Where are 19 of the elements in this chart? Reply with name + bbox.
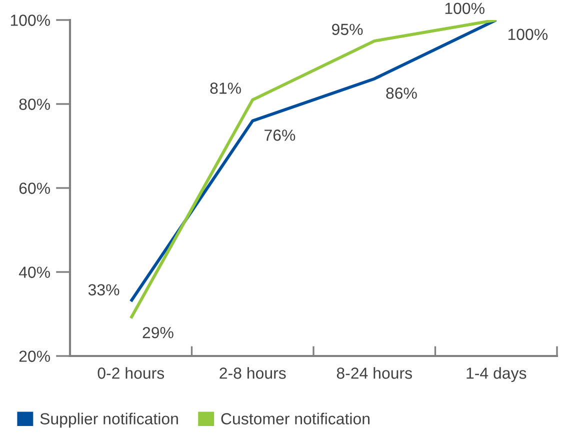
x-tick-label: 2-8 hours (220, 367, 286, 379)
legend-label: Customer notification (221, 412, 370, 424)
y-tick-label: 60% (19, 182, 50, 194)
legend-label: Supplier notification (40, 412, 178, 428)
y-tick-label: 20% (19, 350, 50, 362)
y-tick-label: 80% (19, 98, 50, 110)
y-tick-label: 40% (18, 266, 50, 278)
data-label: 95% (332, 24, 363, 36)
data-label: 81% (210, 82, 241, 94)
x-tick-label: 1-4 days (466, 367, 526, 382)
x-tick-label: 0-2 hours (98, 367, 164, 379)
data-label: 33% (88, 284, 120, 296)
y-tick-label: 100% (10, 14, 50, 26)
data-label: 76% (264, 130, 296, 141)
data-label: 29% (142, 326, 174, 338)
x-tick-label: 8-24 hours (336, 367, 412, 379)
data-label: 100% (445, 2, 484, 14)
data-label: 100% (508, 28, 548, 40)
data-label: 86% (386, 88, 417, 99)
